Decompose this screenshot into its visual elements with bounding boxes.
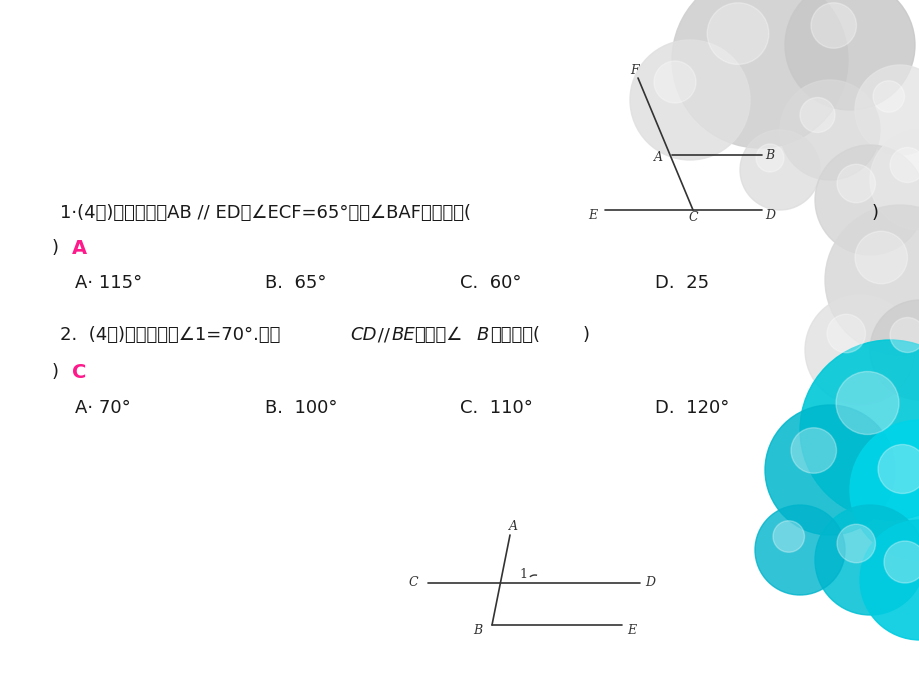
Text: A: A: [653, 150, 663, 164]
Circle shape: [859, 520, 919, 640]
Text: ): ): [583, 326, 589, 344]
Text: C.  110°: C. 110°: [460, 399, 532, 417]
Text: ): ): [52, 239, 59, 257]
Text: CD: CD: [349, 326, 376, 344]
Circle shape: [800, 340, 919, 520]
Text: E: E: [627, 624, 636, 636]
Circle shape: [836, 164, 875, 203]
Circle shape: [779, 80, 879, 180]
Text: 的度数为(: 的度数为(: [490, 326, 539, 344]
Text: B: B: [472, 624, 482, 636]
Text: F: F: [630, 63, 639, 77]
Circle shape: [811, 3, 856, 48]
Text: ): ): [52, 363, 59, 381]
Circle shape: [889, 317, 919, 353]
Circle shape: [790, 428, 835, 473]
Circle shape: [889, 148, 919, 182]
Text: D.  25: D. 25: [654, 274, 709, 292]
Circle shape: [671, 0, 847, 148]
Text: 1·(4分)如图，已知AB // ED，∠ECF=65°，则∠BAF的度数为(: 1·(4分)如图，已知AB // ED，∠ECF=65°，则∠BAF的度数为(: [60, 204, 471, 222]
Circle shape: [784, 0, 914, 110]
Text: D: D: [644, 577, 654, 589]
Circle shape: [826, 314, 865, 353]
Text: A: A: [508, 520, 516, 533]
Circle shape: [869, 130, 919, 230]
Text: B: B: [765, 148, 774, 161]
Circle shape: [872, 81, 903, 112]
Circle shape: [653, 61, 696, 103]
Text: ): ): [871, 204, 878, 222]
Text: BE: BE: [391, 326, 415, 344]
Circle shape: [869, 300, 919, 400]
Text: C: C: [687, 210, 697, 224]
Text: E: E: [587, 208, 596, 221]
Circle shape: [707, 3, 768, 64]
Circle shape: [854, 65, 919, 155]
Circle shape: [772, 521, 803, 552]
Circle shape: [754, 505, 844, 595]
Text: 1: 1: [518, 569, 527, 582]
Circle shape: [804, 295, 914, 405]
Circle shape: [877, 444, 919, 493]
Circle shape: [739, 130, 819, 210]
Text: A: A: [72, 239, 87, 257]
Circle shape: [883, 541, 919, 583]
Circle shape: [849, 420, 919, 560]
Circle shape: [854, 231, 906, 284]
Text: B.  100°: B. 100°: [265, 399, 337, 417]
Circle shape: [800, 97, 834, 132]
Text: 2.  (4分)如图，已知∠1=70°.如果: 2. (4分)如图，已知∠1=70°.如果: [60, 326, 280, 344]
Circle shape: [836, 524, 875, 563]
Text: D: D: [765, 208, 774, 221]
Text: A· 115°: A· 115°: [75, 274, 142, 292]
Circle shape: [814, 505, 919, 615]
Circle shape: [630, 40, 749, 160]
Text: B.  65°: B. 65°: [265, 274, 326, 292]
Circle shape: [814, 145, 919, 255]
Text: A· 70°: A· 70°: [75, 399, 130, 417]
Text: //: //: [371, 326, 395, 344]
Circle shape: [824, 205, 919, 355]
Text: D.  120°: D. 120°: [654, 399, 729, 417]
Circle shape: [755, 144, 783, 172]
Text: C: C: [72, 362, 86, 382]
Circle shape: [835, 371, 898, 435]
Text: C.  60°: C. 60°: [460, 274, 521, 292]
Circle shape: [765, 405, 894, 535]
Text: B: B: [476, 326, 489, 344]
Text: C: C: [408, 577, 417, 589]
Text: ，那么∠: ，那么∠: [414, 326, 462, 344]
